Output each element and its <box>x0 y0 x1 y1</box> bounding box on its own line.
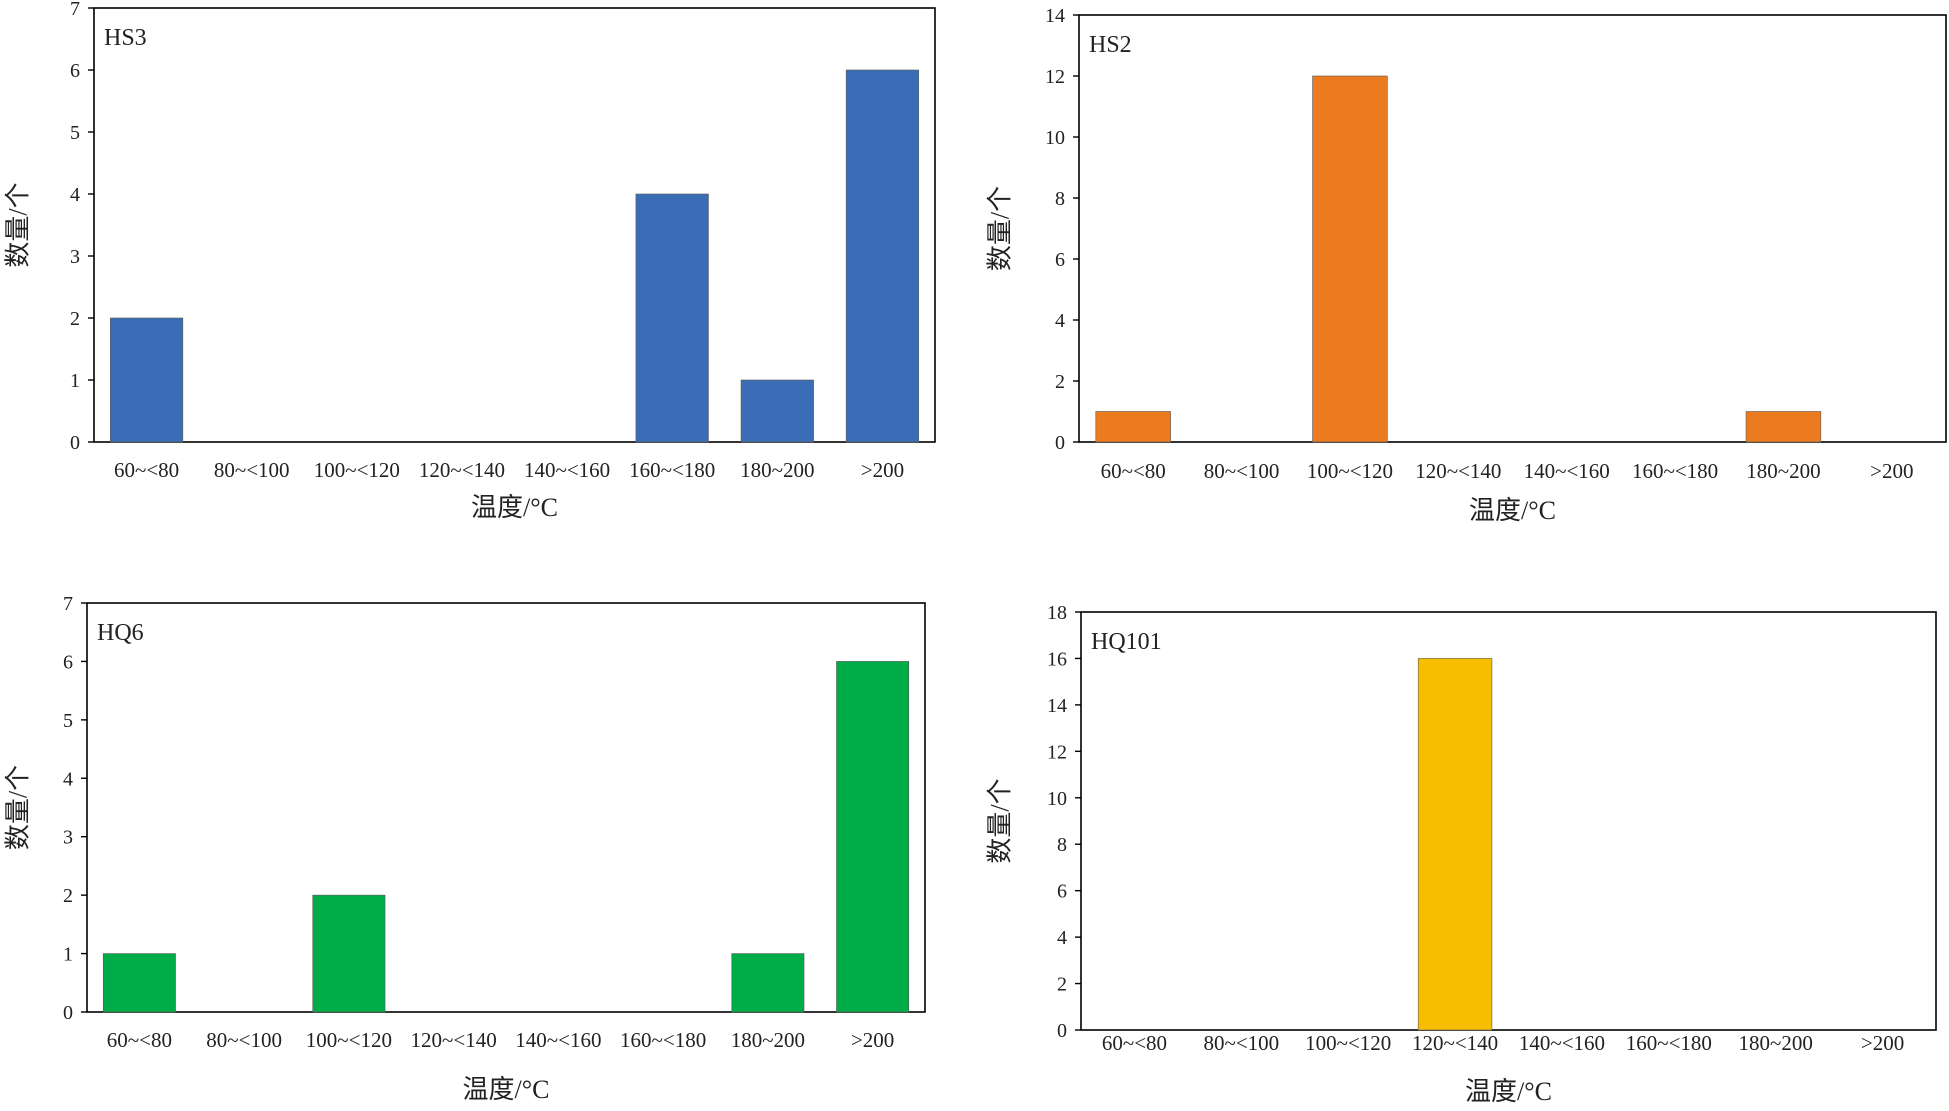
y-tick-label: 4 <box>1057 927 1067 949</box>
x-axis-title: 温度/°C <box>1469 496 1556 525</box>
y-tick-label: 3 <box>63 827 73 849</box>
y-tick-label: 0 <box>1055 432 1065 454</box>
y-tick-label: 2 <box>1057 974 1067 996</box>
x-category-label: 140~<160 <box>1524 459 1610 483</box>
x-axis-title: 温度/°C <box>471 493 558 522</box>
y-tick-label: 5 <box>63 710 73 732</box>
x-category-label: 100~<120 <box>1307 459 1393 483</box>
x-category-label: 80~<100 <box>1203 1031 1279 1055</box>
chart-panel-hq101: HQ101 0 2 4 6 8 10 12 14 16 18 60~<80 80~<100 100~<12… <box>986 602 1937 1106</box>
y-tick-label: 7 <box>70 0 80 20</box>
x-category-label: 140~<160 <box>1519 1031 1605 1055</box>
chart-panel-hs3: HS3 0 1 2 3 4 5 6 7 60~<80 80~<100 100~<120 120~<140… <box>4 0 936 522</box>
y-tick-label: 2 <box>1055 371 1065 393</box>
y-tick-label: 6 <box>1057 881 1067 903</box>
y-tick-label: 0 <box>70 432 80 454</box>
y-tick-label: 4 <box>70 184 80 206</box>
x-category-label: >200 <box>1870 459 1913 483</box>
y-tick-label: 3 <box>70 246 80 268</box>
bar-hs3-0 <box>109 317 184 443</box>
y-tick-label: 2 <box>70 308 80 330</box>
chart-panel-hs2: HS2 0 2 4 6 8 10 12 14 60~<80 80~<100 100~<120 120~<… <box>986 5 1947 525</box>
x-category-label: 100~<120 <box>1305 1031 1391 1055</box>
x-category-label: 180~200 <box>731 1028 805 1052</box>
x-category-label: 120~<140 <box>419 458 505 482</box>
x-category-label: 160~<180 <box>620 1028 706 1052</box>
x-category-label: 160~<180 <box>629 458 715 482</box>
y-tick-label: 18 <box>1047 602 1067 624</box>
y-tick-label: 5 <box>70 122 80 144</box>
chart-title: HS2 <box>1089 32 1132 58</box>
chart-panel-hq6: HQ6 0 1 2 3 4 5 6 7 60~<80 80~<100 100~<120 120~<140… <box>4 593 926 1104</box>
y-axis-title: 数量/个 <box>4 182 33 267</box>
y-axis-title: 数量/个 <box>4 765 33 850</box>
x-axis-title: 温度/°C <box>463 1075 550 1104</box>
y-tick-label: 7 <box>63 593 73 615</box>
y-tick-label: 0 <box>1057 1020 1067 1042</box>
chart-title: HQ101 <box>1091 629 1162 655</box>
bar-hs2-6 <box>1745 411 1822 443</box>
x-category-label: 80~<100 <box>206 1028 282 1052</box>
x-category-label: 60~<80 <box>107 1028 172 1052</box>
x-category-label: 60~<80 <box>1101 459 1166 483</box>
x-category-label: 80~<100 <box>214 458 290 482</box>
x-category-label: 180~200 <box>740 458 814 482</box>
chart-title: HS3 <box>104 25 147 51</box>
bar-hq6-0 <box>102 953 176 1013</box>
bar-hs2-2 <box>1312 75 1388 443</box>
x-category-label: >200 <box>1861 1031 1904 1055</box>
y-tick-label: 1 <box>70 370 80 392</box>
x-category-label: 120~<140 <box>1412 1031 1498 1055</box>
y-tick-label: 2 <box>63 885 73 907</box>
y-tick-label: 6 <box>70 60 80 82</box>
x-category-label: 140~<160 <box>515 1028 601 1052</box>
x-axis-title: 温度/°C <box>1465 1077 1552 1106</box>
x-category-label: 120~<140 <box>411 1028 497 1052</box>
y-tick-label: 10 <box>1045 127 1065 149</box>
bar-hq6-6 <box>731 953 805 1013</box>
y-tick-label: 12 <box>1047 741 1067 763</box>
x-category-label: >200 <box>861 458 904 482</box>
y-tick-label: 8 <box>1057 834 1067 856</box>
x-category-label: 160~<180 <box>1632 459 1718 483</box>
bar-hs3-6 <box>740 379 814 443</box>
y-tick-label: 8 <box>1055 188 1065 210</box>
y-tick-label: 12 <box>1045 66 1065 88</box>
y-tick-label: 6 <box>1055 249 1065 271</box>
x-category-label: 100~<120 <box>306 1028 392 1052</box>
y-tick-label: 4 <box>63 768 73 790</box>
plot-frame <box>1080 611 1937 1031</box>
x-category-label: 60~<80 <box>1102 1031 1167 1055</box>
y-tick-label: 16 <box>1047 648 1067 670</box>
y-tick-label: 1 <box>63 944 73 966</box>
x-category-label: 180~200 <box>1739 1031 1813 1055</box>
x-category-label: 60~<80 <box>114 458 179 482</box>
bar-hs2-0 <box>1095 411 1171 443</box>
y-tick-label: 4 <box>1055 310 1065 332</box>
bar-hq6-7 <box>836 661 910 1013</box>
bar-hq6-2 <box>312 894 386 1013</box>
bar-hq101-3 <box>1417 658 1493 1031</box>
x-category-label: 100~<120 <box>314 458 400 482</box>
y-axis-title: 数量/个 <box>986 778 1015 863</box>
x-category-label: 80~<100 <box>1204 459 1280 483</box>
plot-frame <box>1078 14 1947 443</box>
y-tick-label: 10 <box>1047 788 1067 810</box>
x-category-label: >200 <box>851 1028 894 1052</box>
x-category-label: 140~<160 <box>524 458 610 482</box>
x-category-label: 160~<180 <box>1626 1031 1712 1055</box>
plot-frame <box>86 602 926 1013</box>
y-axis-title: 数量/个 <box>986 186 1015 271</box>
y-tick-label: 0 <box>63 1002 73 1024</box>
y-tick-label: 14 <box>1045 5 1065 27</box>
chart-title: HQ6 <box>97 620 144 646</box>
y-tick-label: 6 <box>63 651 73 673</box>
x-category-label: 120~<140 <box>1415 459 1501 483</box>
bar-hs3-5 <box>635 193 709 443</box>
y-tick-label: 14 <box>1047 695 1067 717</box>
bar-hs3-7 <box>845 69 920 443</box>
x-category-label: 180~200 <box>1746 459 1820 483</box>
plot-frame <box>93 7 936 443</box>
